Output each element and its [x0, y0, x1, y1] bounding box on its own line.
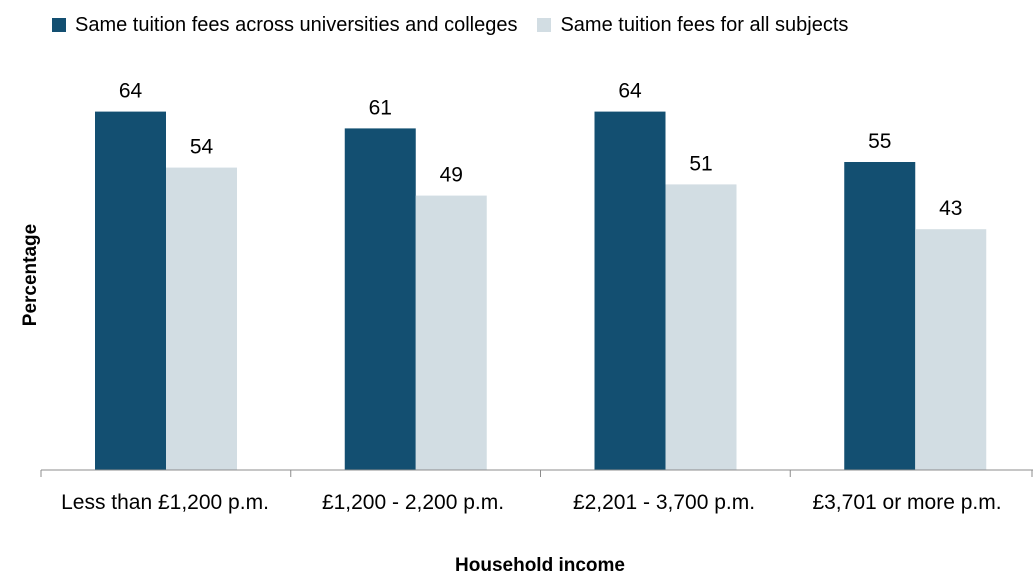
x-tick-label-4: £3,701 or more p.m.	[812, 491, 1002, 514]
legend-item-series-1: Same tuition fees across universities an…	[52, 14, 517, 37]
data-label-s1-c2: 61	[369, 96, 392, 119]
legend-swatch-series-1	[52, 18, 66, 32]
bar-s1-c1	[95, 111, 166, 470]
legend-item-series-2: Same tuition fees for all subjects	[537, 14, 848, 37]
data-label-s1-c1: 64	[119, 80, 143, 103]
data-label-s2-c1: 54	[190, 136, 214, 159]
bar-s1-c4	[844, 162, 916, 470]
bar-s1-c3	[594, 111, 666, 470]
bar-s1-c2	[344, 128, 416, 470]
legend: Same tuition fees across universities an…	[52, 10, 868, 40]
bar-s2-c3	[665, 184, 737, 470]
bar-s2-c1	[166, 167, 237, 470]
data-label-s1-c3: 64	[618, 80, 642, 103]
legend-swatch-series-2	[537, 18, 552, 32]
bar-s2-c2	[415, 195, 487, 470]
x-tick-label-3: £2,201 - 3,700 p.m.	[572, 491, 756, 514]
data-label-s2-c3: 51	[689, 152, 712, 175]
bar-s2-c4	[915, 229, 987, 470]
legend-label-series-1: Same tuition fees across universities an…	[75, 13, 518, 36]
data-label-s2-c2: 49	[440, 164, 463, 187]
data-label-s2-c4: 43	[939, 197, 962, 220]
y-axis-label: Percentage	[20, 223, 41, 327]
data-label-s1-c4: 55	[868, 130, 891, 153]
x-axis-label: Household income	[455, 555, 625, 576]
x-tick-label-1: Less than £1,200 p.m.	[61, 491, 269, 514]
legend-label-series-2: Same tuition fees for all subjects	[560, 13, 849, 36]
x-tick-label-2: £1,200 - 2,200 p.m.	[321, 491, 505, 514]
